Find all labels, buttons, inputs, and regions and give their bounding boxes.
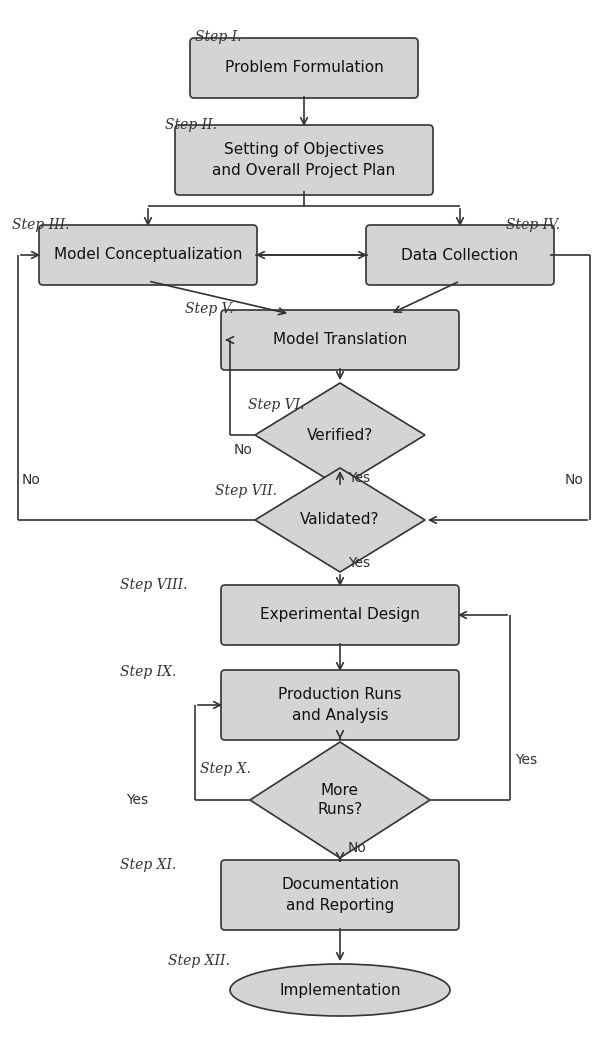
Text: Step VI.: Step VI.	[248, 398, 305, 412]
Text: Step IX.: Step IX.	[120, 665, 176, 679]
Text: Yes: Yes	[515, 753, 537, 767]
Text: Data Collection: Data Collection	[401, 247, 519, 262]
FancyBboxPatch shape	[221, 310, 459, 370]
Text: Verified?: Verified?	[307, 428, 373, 443]
Text: Step V.: Step V.	[185, 302, 233, 316]
Text: Step VIII.: Step VIII.	[120, 578, 187, 592]
Text: Step X.: Step X.	[200, 763, 251, 776]
Text: No: No	[348, 841, 367, 855]
Polygon shape	[255, 468, 425, 572]
Text: No: No	[22, 473, 41, 487]
Text: Implementation: Implementation	[279, 982, 401, 997]
Text: Step III.: Step III.	[12, 218, 69, 232]
Text: Model Translation: Model Translation	[273, 332, 407, 347]
Text: Setting of Objectives
and Overall Project Plan: Setting of Objectives and Overall Projec…	[212, 142, 396, 178]
FancyBboxPatch shape	[221, 670, 459, 740]
Polygon shape	[250, 742, 430, 858]
FancyBboxPatch shape	[175, 125, 433, 195]
Text: Problem Formulation: Problem Formulation	[224, 61, 384, 75]
Ellipse shape	[230, 964, 450, 1016]
Text: Documentation
and Reporting: Documentation and Reporting	[281, 877, 399, 913]
FancyBboxPatch shape	[39, 225, 257, 285]
FancyBboxPatch shape	[190, 38, 418, 98]
Text: Validated?: Validated?	[300, 513, 380, 528]
Text: Production Runs
and Analysis: Production Runs and Analysis	[278, 687, 402, 723]
Text: No: No	[565, 473, 584, 487]
Text: Step I.: Step I.	[195, 30, 241, 44]
Text: No: No	[234, 443, 253, 457]
Text: Step II.: Step II.	[165, 118, 217, 132]
Text: Step XI.: Step XI.	[120, 858, 176, 872]
Text: Experimental Design: Experimental Design	[260, 607, 420, 622]
Text: More
Runs?: More Runs?	[317, 783, 362, 818]
FancyBboxPatch shape	[221, 585, 459, 645]
Text: Yes: Yes	[348, 556, 370, 570]
Text: Step VII.: Step VII.	[215, 484, 277, 498]
Text: Step IV.: Step IV.	[506, 218, 560, 232]
FancyBboxPatch shape	[221, 860, 459, 930]
Text: Yes: Yes	[126, 793, 148, 807]
Text: Model Conceptualization: Model Conceptualization	[54, 247, 242, 262]
Polygon shape	[255, 383, 425, 487]
FancyBboxPatch shape	[366, 225, 554, 285]
Text: Yes: Yes	[348, 472, 370, 485]
Text: Step XII.: Step XII.	[168, 954, 230, 967]
